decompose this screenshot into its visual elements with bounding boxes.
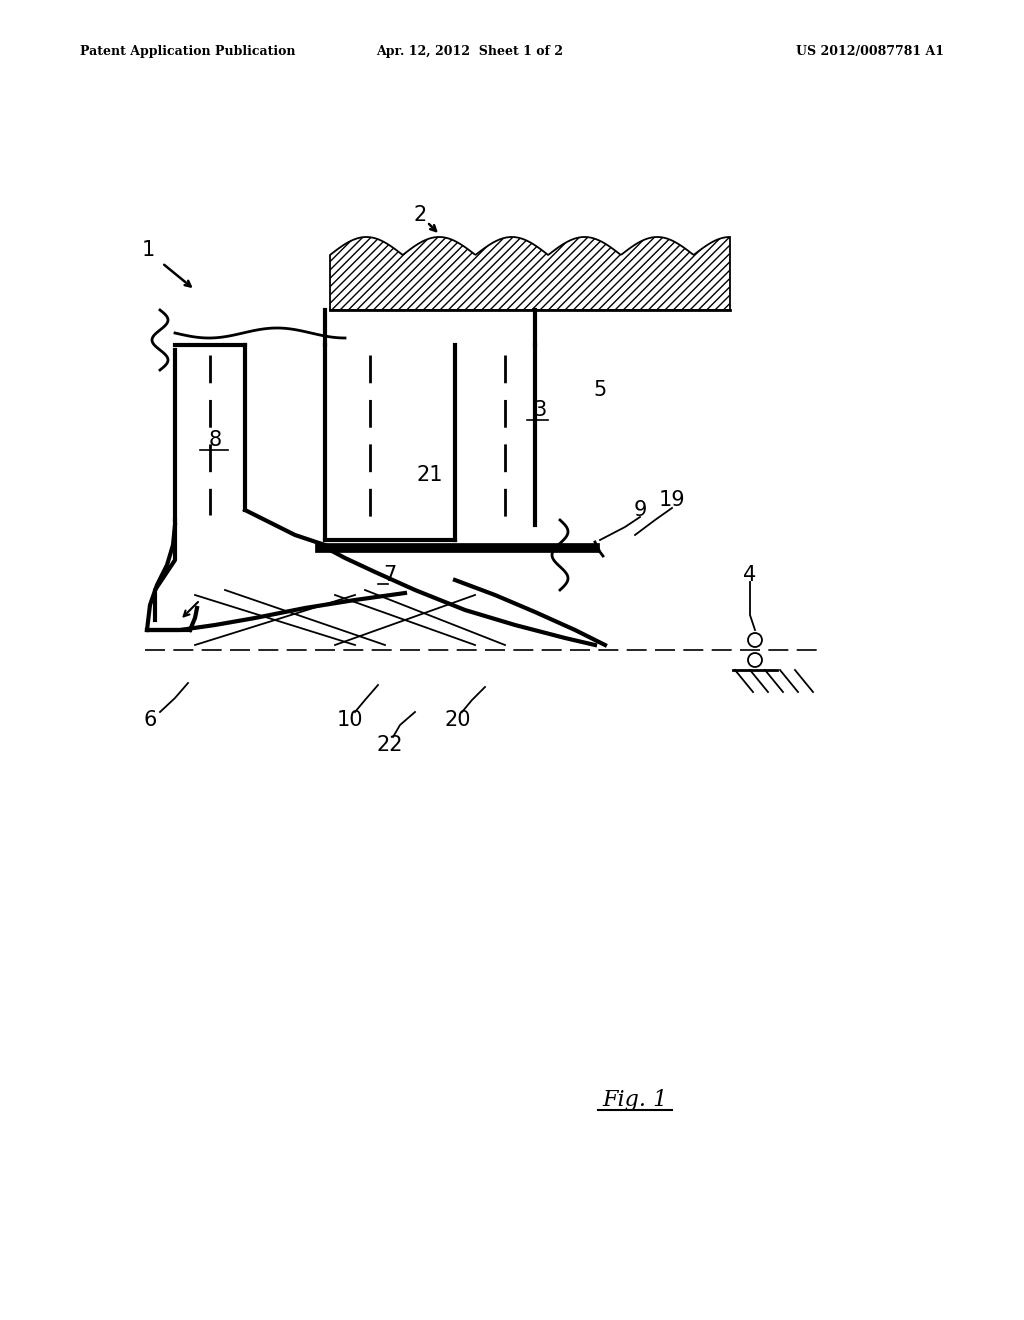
Text: 21: 21 (417, 465, 443, 484)
Text: 8: 8 (209, 430, 221, 450)
Text: 5: 5 (593, 380, 606, 400)
Text: 1: 1 (141, 240, 155, 260)
Text: Fig. 1: Fig. 1 (602, 1089, 668, 1111)
Text: 19: 19 (658, 490, 685, 510)
Text: 22: 22 (377, 735, 403, 755)
Text: Apr. 12, 2012  Sheet 1 of 2: Apr. 12, 2012 Sheet 1 of 2 (377, 45, 563, 58)
Polygon shape (330, 238, 730, 310)
Text: 2: 2 (414, 205, 427, 224)
Text: 9: 9 (633, 500, 647, 520)
Text: 10: 10 (337, 710, 364, 730)
Text: Patent Application Publication: Patent Application Publication (80, 45, 296, 58)
Text: US 2012/0087781 A1: US 2012/0087781 A1 (796, 45, 944, 58)
Text: 3: 3 (534, 400, 547, 420)
Text: 6: 6 (143, 710, 157, 730)
Text: 4: 4 (743, 565, 757, 585)
Text: 20: 20 (444, 710, 471, 730)
Text: 7: 7 (383, 565, 396, 585)
